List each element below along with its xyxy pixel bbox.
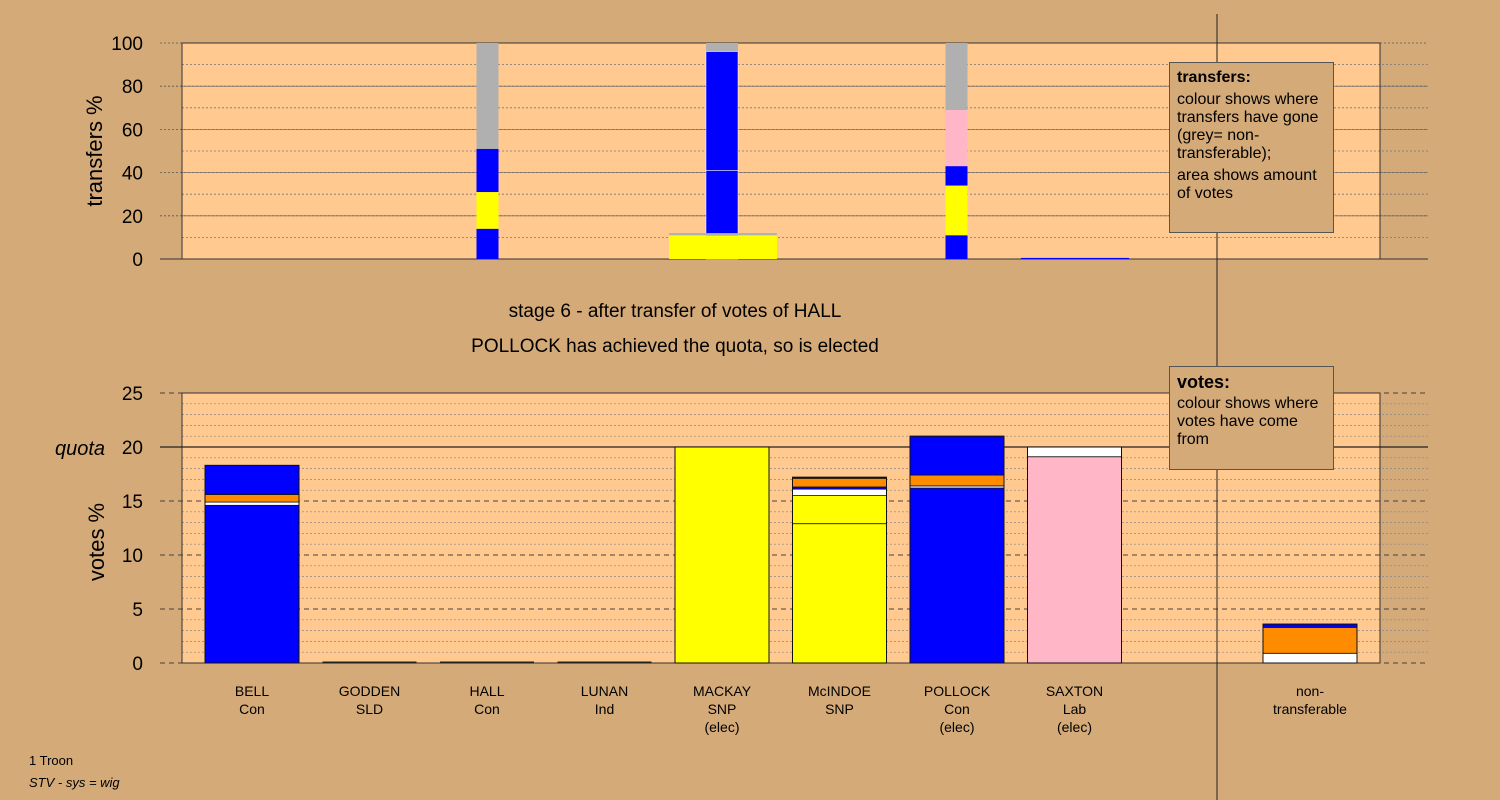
footnote-ward: 1 Troon <box>29 753 74 768</box>
vote-segment <box>792 495 887 525</box>
transfers-tick-label: 20 <box>122 207 143 228</box>
candidate-name: SAXTON <box>1046 683 1103 699</box>
candidate-name: POLLOCK <box>924 683 991 699</box>
vote-segment <box>1262 652 1358 664</box>
vote-segment <box>1027 456 1122 664</box>
candidate-name: BELL <box>235 683 269 699</box>
legend-transfers-title: transfers: <box>1177 69 1251 86</box>
votes-axis-label: votes % <box>84 503 109 581</box>
transfer-segment <box>476 148 499 193</box>
transfer-segment <box>706 43 738 52</box>
vote-segment <box>909 474 1005 487</box>
transfer-segment <box>476 192 499 229</box>
votes-tick-label: 15 <box>122 492 143 513</box>
vote-bar-outline <box>909 435 1005 664</box>
vote-segment <box>204 494 300 503</box>
candidate-label: BELL Con <box>235 683 269 717</box>
legend-votes-text1: colour shows where votes have come from <box>1177 395 1319 448</box>
vote-bar-outline <box>1027 446 1122 664</box>
transfers-tick-label: 100 <box>111 34 143 55</box>
transfer-segment <box>945 109 968 167</box>
vote-bar-outline <box>792 476 887 664</box>
candidate-label: HALL Con <box>469 683 504 717</box>
transfer-segment <box>945 185 968 236</box>
candidate-label: MACKAY SNP (elec) <box>693 683 752 735</box>
votes-tick-label: 10 <box>122 546 143 567</box>
vote-segment <box>1027 446 1122 458</box>
transfer-segment <box>945 43 968 110</box>
transfer-segment <box>1021 257 1129 259</box>
vote-segment <box>909 487 1005 664</box>
vote-bar-outline <box>674 446 770 664</box>
candidate-label: SAXTON Lab (elec) <box>1046 683 1103 735</box>
vote-segment <box>204 504 300 664</box>
vote-segment <box>204 464 300 495</box>
transfers-tick-label: 40 <box>122 164 143 185</box>
candidate-party: SNP <box>825 701 854 717</box>
stage-result: POLLOCK has achieved the quota, so is el… <box>471 336 879 357</box>
stage-caption: stage 6 - after transfer of votes of HAL… <box>508 301 842 322</box>
votes-tick-label: 5 <box>132 600 143 621</box>
candidate-label: GODDEN SLD <box>339 683 400 717</box>
candidate-party: Lab <box>1063 701 1087 717</box>
transfers-axis-label: transfers % <box>82 95 107 206</box>
quota-label: quota <box>55 438 105 460</box>
candidate-party: Con <box>944 701 970 717</box>
candidate-status: (elec) <box>1057 719 1092 735</box>
candidate-party: SLD <box>356 701 383 717</box>
transfer-segment <box>476 43 499 149</box>
transfer-segment <box>945 235 968 259</box>
legend-votes-title: votes: <box>1177 372 1231 392</box>
candidate-name: LUNAN <box>581 683 628 699</box>
candidate-party: Con <box>239 701 265 717</box>
nontransferable-label: non- <box>1296 683 1324 699</box>
votes-tick-label: 0 <box>132 654 143 675</box>
candidate-label: LUNAN Ind <box>581 683 628 717</box>
vote-segment <box>204 501 300 506</box>
legend-votes: votes: colour shows where votes have com… <box>1169 366 1334 470</box>
votes-tick-label: 20 <box>122 438 143 459</box>
candidate-name: MACKAY <box>693 683 752 699</box>
candidate-status: (elec) <box>704 719 739 735</box>
vote-segment <box>1262 626 1358 654</box>
legend-transfers-text2: area shows amount of votes <box>1177 167 1317 202</box>
transfer-segment <box>476 228 499 259</box>
candidate-name: HALL <box>469 683 504 699</box>
footnote-system: STV - sys = wig <box>29 775 120 790</box>
candidate-party: Con <box>474 701 500 717</box>
candidate-status: (elec) <box>939 719 974 735</box>
candidate-party: Ind <box>595 701 614 717</box>
vote-segment <box>792 523 887 664</box>
transfer-segment <box>669 233 777 236</box>
vote-bar-outline <box>204 464 300 664</box>
vote-segment <box>792 477 887 488</box>
vote-segment <box>674 446 770 664</box>
votes-tick-label: 25 <box>122 384 143 405</box>
candidate-party: SNP <box>708 701 737 717</box>
transfers-tick-label: 0 <box>132 250 143 271</box>
votes-plot-border <box>181 392 1381 664</box>
vote-segment <box>792 488 887 496</box>
transfers-tick-label: 80 <box>122 77 143 98</box>
vote-bar-outline <box>1262 623 1358 664</box>
candidate-name: GODDEN <box>339 683 400 699</box>
transfer-segment <box>945 166 968 186</box>
candidate-name: McINDOE <box>808 683 871 699</box>
transfer-segment <box>705 51 739 171</box>
transfers-tick-label: 60 <box>122 120 143 141</box>
candidate-label: McINDOE SNP <box>808 683 871 717</box>
candidate-label: POLLOCK Con (elec) <box>924 683 991 735</box>
nontransferable-label: transferable <box>1273 701 1347 717</box>
transfer-segment <box>669 235 777 259</box>
vote-segment <box>909 435 1005 476</box>
legend-transfers: transfers: colour shows where transfers … <box>1169 62 1334 233</box>
legend-transfers-text1: colour shows where transfers have gone (… <box>1177 91 1319 162</box>
